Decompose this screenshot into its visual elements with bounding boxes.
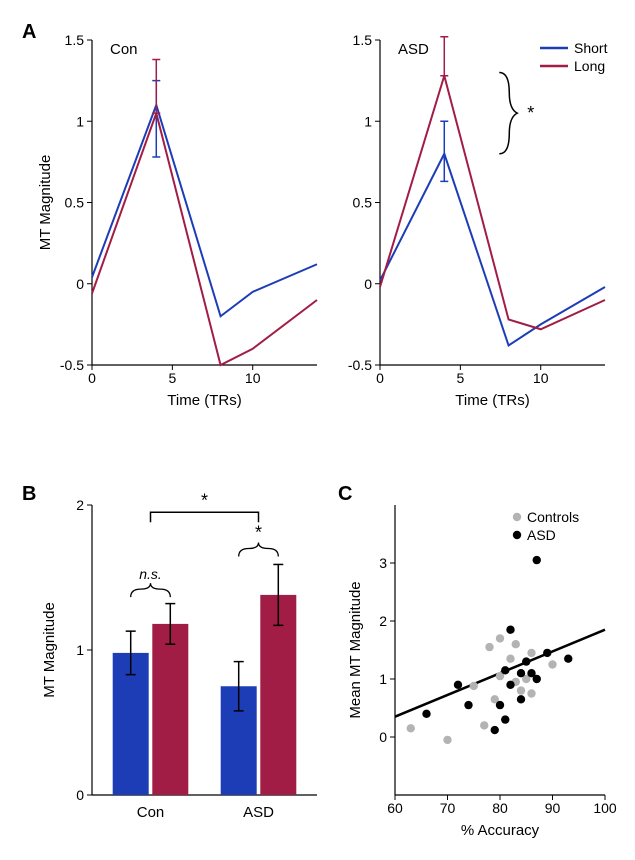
svg-text:0: 0 [88,370,96,386]
svg-text:5: 5 [168,370,176,386]
svg-text:B: B [22,483,36,505]
line-short [380,154,605,346]
scatter-point [464,701,472,709]
scatter-point [443,736,451,744]
svg-text:C: C [338,483,352,505]
panel-a-asd: 0510-0.500.511.5Time (TRs)ASDShortLong* [348,32,608,409]
line-long [380,76,605,330]
svg-text:ASD: ASD [243,804,274,821]
svg-text:MT Magnitude: MT Magnitude [41,602,58,698]
brace [131,583,171,597]
svg-text:1: 1 [379,671,387,687]
scatter-point [496,701,504,709]
scatter-point [506,626,514,634]
scatter-point [501,666,509,674]
brace-label: n.s. [139,566,162,582]
svg-text:60: 60 [387,800,403,816]
panel-a-con: 0510-0.500.511.5Time (TRs)MT MagnitudeCo… [37,32,317,409]
interaction-star: * [201,490,208,510]
scatter-point [548,660,556,668]
svg-text:1: 1 [364,113,372,129]
svg-text:10: 10 [245,370,261,386]
scatter-point [506,681,514,689]
scatter-point [527,689,535,697]
line-short [92,105,317,316]
scatter-point [496,634,504,642]
svg-text:90: 90 [545,800,561,816]
brace [239,543,279,557]
svg-text:ASD: ASD [398,41,429,58]
scatter-point [517,695,525,703]
panel-c: C 60 70 80 90 100 0 1 2 3 % Accuracy Mean MT Magnit… [338,483,617,839]
sig-brace [499,73,517,154]
scatter-point [485,643,493,651]
svg-text:0.5: 0.5 [65,195,85,211]
scatter-point [491,726,499,734]
svg-text:0: 0 [364,276,372,292]
scatter-point [407,724,415,732]
line-long [92,113,317,365]
scatter-point [512,640,520,648]
svg-text:Con: Con [110,41,138,58]
panel-b: B 0 1 2 MT Magnitude Con ASD n.s. * * [22,483,317,821]
panel-a: A0510-0.500.511.5Time (TRs)MT MagnitudeC… [22,21,608,409]
svg-text:Con: Con [137,804,165,821]
svg-text:A: A [22,21,36,43]
svg-text:1.5: 1.5 [65,32,85,48]
svg-text:-0.5: -0.5 [348,357,372,373]
scatter-point [533,675,541,683]
svg-text:0: 0 [76,276,84,292]
scatter-point [527,649,535,657]
interaction-bracket [151,512,259,522]
scatter-point [517,669,525,677]
scatter-point [454,681,462,689]
legend-label-controls: Controls [527,509,579,525]
svg-text:1: 1 [76,113,84,129]
svg-text:1: 1 [76,642,84,658]
svg-text:Time (TRs): Time (TRs) [167,392,241,409]
legend-dot-controls [513,513,521,521]
svg-text:10: 10 [533,370,549,386]
svg-text:Mean MT Magnitude: Mean MT Magnitude [347,581,364,718]
svg-text:100: 100 [593,800,617,816]
svg-text:-0.5: -0.5 [60,357,84,373]
svg-text:MT Magnitude: MT Magnitude [37,155,54,251]
svg-text:0: 0 [76,787,84,803]
svg-text:% Accuracy: % Accuracy [461,822,540,839]
sig-star: * [527,103,534,123]
svg-text:5: 5 [456,370,464,386]
legend-label-long: Long [574,58,605,74]
figure-svg: A0510-0.500.511.5Time (TRs)MT MagnitudeC… [0,0,635,860]
scatter-point [543,649,551,657]
legend-label-short: Short [574,40,608,56]
svg-text:0.5: 0.5 [353,195,373,211]
svg-text:2: 2 [379,613,387,629]
svg-text:1.5: 1.5 [353,32,373,48]
svg-text:0: 0 [379,729,387,745]
svg-text:3: 3 [379,555,387,571]
scatter-point [470,682,478,690]
svg-text:0: 0 [376,370,384,386]
scatter-point [533,556,541,564]
scatter-point [501,715,509,723]
svg-text:Time (TRs): Time (TRs) [455,392,529,409]
svg-text:70: 70 [440,800,456,816]
figure-root: A0510-0.500.511.5Time (TRs)MT MagnitudeC… [0,0,635,860]
svg-text:80: 80 [492,800,508,816]
scatter-point [522,657,530,665]
brace-label: * [255,523,262,543]
bar-con-long [152,624,188,795]
legend-dot-asd [513,531,521,539]
scatter-point [564,655,572,663]
scatter-point [506,655,514,663]
scatter-point [422,710,430,718]
legend-label-asd: ASD [527,527,556,543]
scatter-point [517,686,525,694]
scatter-point [480,721,488,729]
svg-text:2: 2 [76,497,84,513]
